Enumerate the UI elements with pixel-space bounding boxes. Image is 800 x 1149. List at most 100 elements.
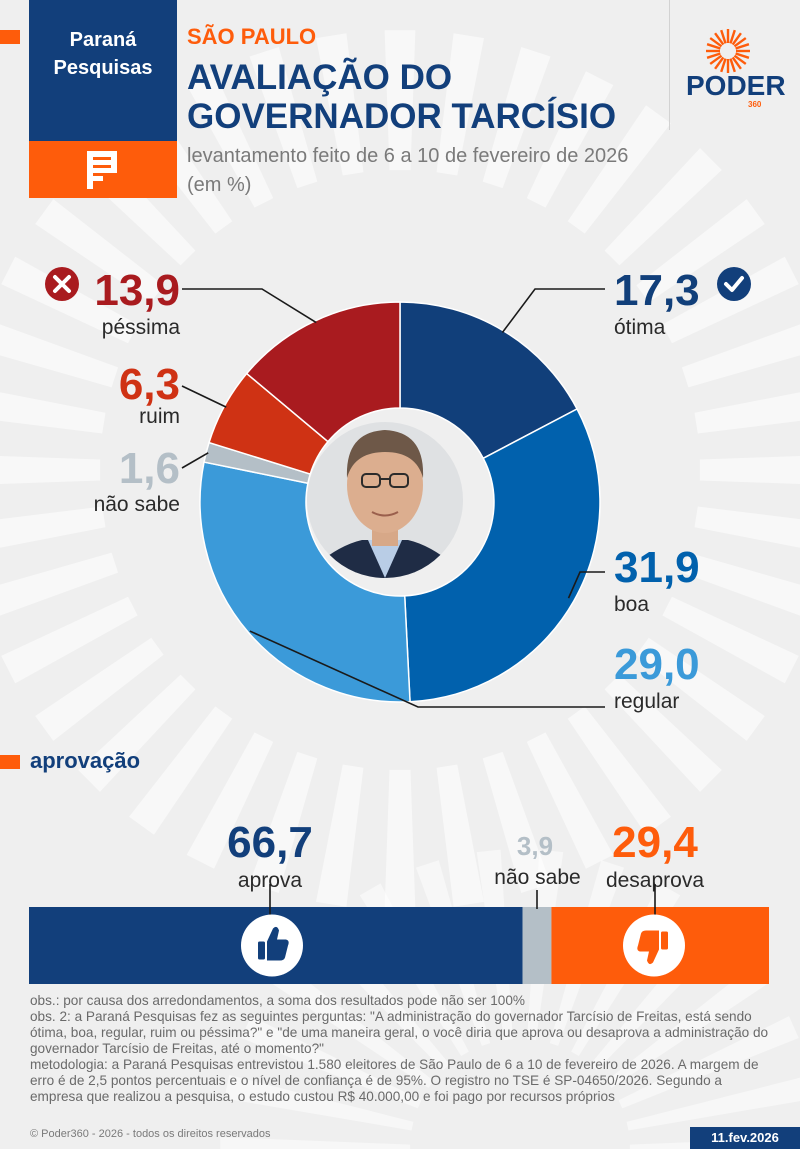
desaprova-value: 29,4: [612, 818, 698, 867]
sunburst-ray: [129, 706, 233, 835]
approval-section-title: aprovação: [30, 748, 141, 773]
chart-title: AVALIAÇÃO DO GOVERNADOR TARCÍSIO: [187, 58, 657, 136]
pessima-label: péssima: [101, 316, 180, 339]
sunburst-ray: [694, 392, 800, 434]
sunburst-ray: [567, 706, 671, 835]
sunburst-ray: [249, 47, 318, 189]
sun-ray: [735, 43, 750, 50]
sunburst-ray: [662, 596, 799, 684]
approval-stacked-bar: [29, 884, 769, 984]
sunburst-ray: [0, 324, 119, 388]
sun-ray: [729, 29, 736, 44]
pollster-name: Paraná Pesquisas: [29, 26, 177, 82]
sunburst-ray: [681, 324, 800, 388]
nao-sabe-value: 1,6: [118, 444, 180, 493]
sunburst-ray: [436, 764, 484, 907]
sunburst-ray: [35, 637, 164, 741]
sun-ray: [720, 29, 727, 44]
sunburst-ray: [699, 455, 800, 485]
sunburst-ray: [0, 392, 106, 434]
sunburst-ray: [186, 732, 274, 869]
sun-ray: [731, 32, 742, 46]
approval-bar-não-sabe: [522, 907, 552, 984]
boa-label: boa: [614, 593, 650, 616]
note-questions: obs. 2: a Paraná Pesquisas fez as seguin…: [30, 1009, 769, 1056]
ruim-label: ruim: [139, 405, 180, 428]
sunburst-ray: [241, 1016, 422, 1109]
approval-nao-sabe-value: 3,9: [516, 831, 554, 861]
sunburst-ray: [681, 552, 800, 616]
sun-ray: [706, 52, 721, 59]
poder360-sun-icon: [706, 29, 750, 73]
section-accent-tick: [0, 755, 20, 769]
sunburst-ray: [567, 105, 671, 234]
pollster-name-line-2: Pesquisas: [53, 57, 153, 79]
sun-ray: [706, 43, 721, 50]
sunburst-ray: [626, 1077, 800, 1131]
sunburst-ray: [0, 455, 101, 485]
sun-ray: [735, 52, 750, 59]
sun-ray: [714, 56, 725, 70]
sunburst-ray: [384, 30, 416, 171]
copyright: © Poder360 - 2026 - todos os direitos re…: [30, 1128, 271, 1140]
boa-value: 31,9: [614, 543, 700, 592]
aprova-value: 66,7: [227, 818, 313, 867]
leader-line-ótima: [501, 288, 605, 334]
chart-title-line-2: GOVERNADOR TARCÍSIO: [187, 97, 617, 136]
sunburst-ray: [604, 674, 722, 792]
leader-line-regular: [249, 630, 605, 708]
sunburst-ray: [1, 256, 138, 344]
sunburst-ray: [0, 552, 119, 616]
poder360-logo-sub: 360: [748, 100, 762, 109]
leader-line-não-sabe: [181, 452, 209, 469]
otima-value: 17,3: [614, 266, 700, 315]
leader-line-boa: [567, 571, 605, 599]
sunburst-ray: [0, 506, 106, 548]
governor-portrait: [307, 422, 463, 578]
rating-donut-chart: [181, 288, 605, 708]
poder360-logo: PODER: [686, 70, 786, 101]
thumbs-up-icon: [241, 914, 303, 977]
leader-line-péssima: [182, 288, 317, 324]
regular-label: regular: [614, 690, 680, 713]
sun-ray: [729, 58, 736, 73]
desaprova-label: desaprova: [605, 869, 705, 892]
sunburst-ray: [604, 148, 722, 266]
sunburst-ray: [249, 751, 318, 893]
thumbs-down-icon: [623, 914, 685, 977]
sun-ray: [733, 37, 747, 48]
sunburst-ray: [694, 506, 800, 548]
aprova-label: aprova: [237, 869, 303, 892]
ruim-value: 6,3: [118, 360, 180, 409]
region-label: SÃO PAULO: [187, 24, 317, 49]
sunburst-ray: [636, 637, 765, 741]
pessima-value: 13,9: [94, 266, 180, 315]
leader-line-ruim: [181, 385, 227, 408]
sunburst-ray: [78, 674, 196, 792]
sunburst-ray: [220, 1137, 411, 1149]
sunburst-ray: [636, 199, 765, 303]
sunburst-ray: [1, 596, 138, 684]
approval-nao-sabe-label: não sabe: [494, 866, 581, 889]
sunburst-ray: [482, 47, 551, 189]
sunburst-ray: [526, 71, 614, 208]
x-circle-icon: [45, 267, 79, 301]
otima-label: ótima: [614, 316, 666, 339]
chart-title-line-1: AVALIAÇÃO DO: [187, 58, 453, 97]
sun-ray: [731, 56, 742, 70]
pollster-name-line-1: Paraná: [69, 29, 137, 51]
donut-slice-ótima: [399, 301, 579, 460]
header-divider: [669, 0, 670, 130]
donut-slice-péssima: [245, 301, 401, 443]
sunburst-ray: [436, 33, 484, 176]
sunburst-ray: [316, 764, 364, 907]
pollster-logo-box: [29, 141, 177, 198]
publication-date: 11.fev.2026: [690, 1127, 800, 1149]
sunburst-ray: [35, 199, 164, 303]
sun-ray: [709, 54, 723, 65]
regular-value: 29,0: [614, 640, 700, 689]
chart-subtitle: levantamento feito de 6 a 10 de fevereir…: [187, 145, 629, 196]
donut-slice-boa: [403, 407, 601, 703]
sunburst-ray: [270, 963, 434, 1088]
